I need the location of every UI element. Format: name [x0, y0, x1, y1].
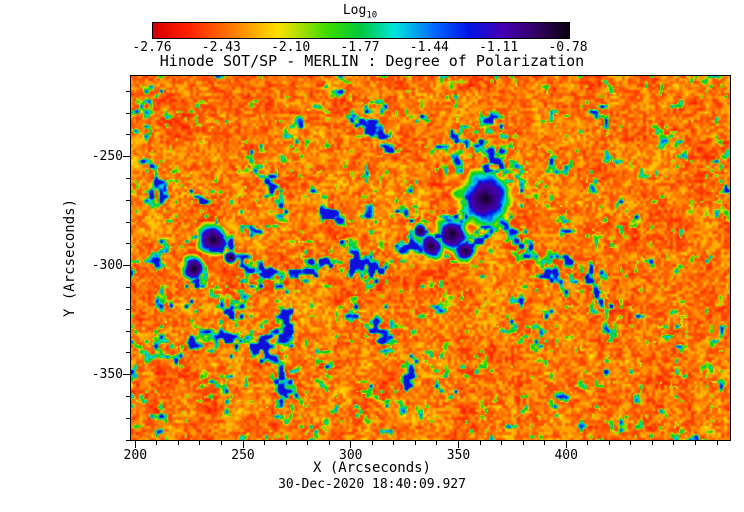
colorbar-scale-label-sub: 10 [366, 10, 378, 21]
x-minor-tick [414, 441, 416, 445]
y-minor-tick [126, 243, 130, 245]
colorbar-tick-label: -1.11 [479, 40, 519, 55]
x-minor-tick [393, 441, 395, 445]
y-minor-tick [126, 112, 130, 114]
y-minor-tick [126, 286, 130, 288]
x-minor-tick [522, 441, 524, 445]
x-major-tick [458, 441, 459, 448]
x-minor-tick [177, 441, 179, 445]
y-tick-label: -300 [91, 257, 123, 273]
x-minor-tick [673, 441, 675, 445]
x-major-tick [565, 441, 567, 448]
x-minor-tick [285, 441, 287, 445]
x-minor-tick [716, 441, 718, 445]
x-tick-label: 400 [554, 448, 578, 463]
y-major-tick [123, 265, 130, 267]
y-minor-tick [126, 308, 130, 310]
y-minor-tick [126, 134, 130, 136]
y-minor-tick [126, 417, 130, 419]
x-minor-tick [608, 441, 610, 445]
x-tick-label: 200 [123, 448, 148, 463]
x-minor-tick [307, 441, 309, 445]
y-minor-tick [126, 352, 130, 354]
colorbar-tick-label: -2.76 [132, 40, 172, 55]
y-minor-tick [126, 221, 130, 223]
x-tick-label: 250 [231, 448, 255, 463]
x-minor-tick [501, 441, 503, 445]
x-minor-tick [371, 441, 373, 445]
x-minor-tick [630, 441, 632, 445]
y-axis-label: Y (Arcseconds) [62, 198, 78, 318]
x-minor-tick [156, 441, 158, 445]
x-tick-label: 350 [446, 448, 471, 463]
y-minor-tick [126, 90, 130, 92]
x-minor-tick [264, 441, 266, 445]
plot-title: Hinode SOT/SP - MERLIN : Degree of Polar… [159, 52, 585, 70]
x-axis-label: X (Arcseconds) [312, 460, 431, 476]
plot-frame [130, 75, 731, 441]
x-major-tick [242, 441, 244, 448]
colorbar-scale-label: Log10 [0, 3, 720, 21]
x-major-tick [350, 441, 352, 448]
y-minor-tick [126, 199, 130, 201]
colorbar-scale-label-main: Log [342, 3, 367, 18]
x-minor-tick [544, 441, 546, 445]
x-minor-tick [695, 441, 697, 445]
y-minor-tick [126, 395, 130, 397]
x-minor-tick [651, 441, 653, 445]
x-minor-tick [199, 441, 201, 445]
y-major-tick [123, 374, 130, 376]
x-minor-tick [436, 441, 438, 445]
y-major-tick [123, 156, 130, 158]
colorbar-tick-label: -0.78 [548, 40, 588, 55]
colorbar-gradient [152, 22, 570, 39]
colorbar-tick-label: -1.44 [409, 40, 449, 55]
x-minor-tick [587, 441, 589, 445]
x-tick-label: 300 [339, 448, 363, 463]
timestamp: 30-Dec-2020 18:40:09.927 [278, 477, 466, 492]
x-minor-tick [328, 441, 330, 445]
colorbar-tick-label: -2.10 [271, 40, 311, 55]
x-minor-tick [479, 441, 481, 445]
y-minor-tick [126, 177, 130, 179]
heatmap-canvas [131, 76, 730, 440]
colorbar-tick-label: -2.43 [201, 40, 241, 55]
x-major-tick [134, 441, 136, 448]
x-minor-tick [220, 441, 222, 445]
y-minor-tick [126, 330, 130, 332]
y-minor-tick [126, 439, 130, 441]
colorbar-tick-label: -1.77 [340, 40, 380, 55]
y-tick-label: -350 [91, 366, 123, 382]
y-tick-label: -250 [91, 148, 123, 164]
